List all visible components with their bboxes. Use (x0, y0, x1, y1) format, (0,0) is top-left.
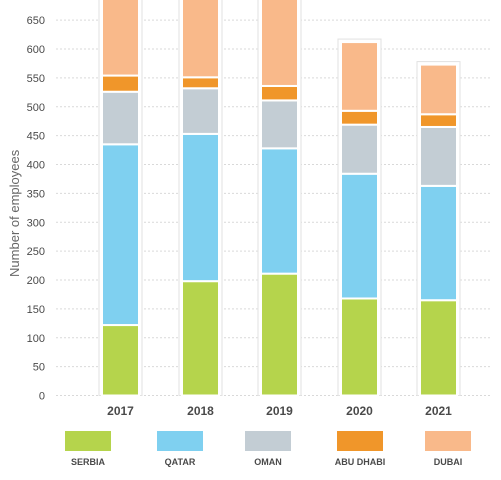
legend-label: SERBIA (71, 457, 106, 467)
bar-segment-abu-dhabi (260, 84, 299, 102)
y-axis-label: Number of employees (7, 149, 22, 277)
legend-swatch (337, 431, 383, 451)
y-tick-label: 400 (27, 160, 45, 172)
legend-label: OMAN (254, 457, 282, 467)
bar-segment-qatar (340, 172, 379, 300)
bar-segment-serbia (340, 297, 379, 397)
x-tick-label: 2019 (266, 404, 293, 418)
bar-segment-dubai (260, 0, 299, 87)
bar-segment-abu-dhabi (181, 76, 220, 90)
x-tick-label: 2020 (346, 404, 373, 418)
y-tick-label: 500 (27, 102, 45, 114)
bar-segment-dubai (101, 0, 140, 77)
x-tick-label: 2021 (425, 404, 452, 418)
legend: SERBIA QATAR OMAN ABU DHABI DUBAI (65, 431, 471, 467)
legend-label: DUBAI (434, 457, 463, 467)
bar-segment-qatar (419, 184, 458, 302)
y-tick-label: 0 (39, 391, 45, 403)
bar-segment-oman (181, 87, 220, 135)
y-tick-label: 350 (27, 188, 45, 200)
legend-swatch (65, 431, 111, 451)
bar-segment-abu-dhabi (340, 109, 379, 126)
bar-segment-serbia (419, 299, 458, 397)
bar-segment-serbia (260, 272, 299, 397)
bar-segment-serbia (181, 280, 220, 397)
bar-segment-oman (340, 123, 379, 175)
bars (98, 0, 461, 397)
y-tick-label: 50 (33, 362, 45, 374)
bar-segment-dubai (181, 0, 220, 79)
legend-swatch (245, 431, 291, 451)
legend-swatch (425, 431, 471, 451)
y-tick-label: 650 (27, 15, 45, 27)
y-axis-ticks: 0501001502002503003504004505005506006507… (27, 15, 45, 403)
bar-segment-oman (101, 90, 140, 146)
bar-segment-qatar (101, 143, 140, 327)
bar-segment-dubai (419, 63, 458, 116)
bar-segment-oman (260, 99, 299, 150)
bar-segment-abu-dhabi (101, 74, 140, 93)
y-tick-label: 150 (27, 304, 45, 316)
y-tick-label: 100 (27, 333, 45, 345)
x-tick-label: 2018 (187, 404, 214, 418)
legend-swatch (157, 431, 203, 451)
bar-segment-abu-dhabi (419, 113, 458, 128)
bar-segment-qatar (260, 147, 299, 275)
y-tick-label: 200 (27, 275, 45, 287)
y-tick-label: 300 (27, 217, 45, 229)
legend-label: ABU DHABI (335, 457, 386, 467)
y-tick-label: 550 (27, 73, 45, 85)
bar-segment-serbia (101, 324, 140, 397)
bar-segment-qatar (181, 132, 220, 283)
legend-label: QATAR (165, 457, 196, 467)
x-axis-ticks: 2017 2018 2019 2020 2021 (107, 404, 452, 418)
x-tick-label: 2017 (107, 404, 134, 418)
y-tick-label: 250 (27, 246, 45, 258)
y-tick-label: 450 (27, 131, 45, 143)
y-tick-label: 600 (27, 44, 45, 56)
bar-segment-dubai (340, 41, 379, 112)
bar-segment-oman (419, 125, 458, 187)
